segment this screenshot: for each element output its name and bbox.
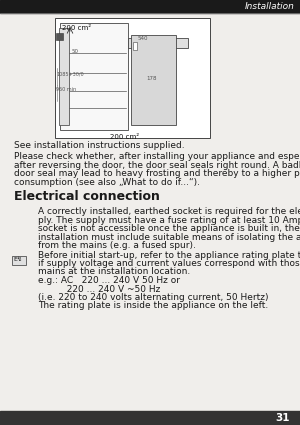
Bar	[133, 42, 137, 50]
Text: socket is not accessible once the appliance is built in, the electrical: socket is not accessible once the applia…	[38, 224, 300, 233]
Bar	[0, 411, 300, 425]
Bar	[12, 255, 26, 264]
Bar	[56, 33, 63, 40]
Text: 200 cm²: 200 cm²	[62, 25, 91, 31]
Text: if supply voltage and current values correspond with those of the: if supply voltage and current values cor…	[38, 259, 300, 268]
Text: E↯: E↯	[13, 257, 22, 261]
Text: A correctly installed, earthed socket is required for the electrical sup-: A correctly installed, earthed socket is…	[38, 207, 300, 216]
Bar	[0, 0, 300, 13]
Text: 31: 31	[275, 413, 290, 423]
Text: 960 min: 960 min	[56, 87, 76, 92]
Bar	[60, 23, 128, 130]
Bar	[59, 28, 69, 125]
Text: 50: 50	[72, 49, 79, 54]
Bar	[128, 38, 188, 48]
Text: See installation instructions supplied.: See installation instructions supplied.	[14, 141, 184, 150]
Text: installation must include suitable means of isolating the appliance: installation must include suitable means…	[38, 232, 300, 241]
Text: 1085+30/0: 1085+30/0	[56, 71, 84, 76]
Text: mains at the installation location.: mains at the installation location.	[38, 267, 190, 277]
Text: after reversing the door, the door seal seals right round. A badly fitting: after reversing the door, the door seal …	[14, 161, 300, 170]
Text: Before initial start-up, refer to the appliance rating plate to ascertain: Before initial start-up, refer to the ap…	[38, 250, 300, 260]
Text: consumption (see also „What to do if...“).: consumption (see also „What to do if...“…	[14, 178, 200, 187]
Bar	[131, 35, 176, 125]
Text: ply. The supply must have a fuse rating of at least 10 Amps. If the: ply. The supply must have a fuse rating …	[38, 215, 300, 224]
Text: Installation: Installation	[245, 2, 295, 11]
Text: Electrical connection: Electrical connection	[14, 190, 160, 203]
Text: 540: 540	[138, 36, 148, 41]
Text: (i.e. 220 to 240 volts alternating current, 50 Hertz): (i.e. 220 to 240 volts alternating curre…	[38, 293, 268, 302]
Text: Please check whether, after installing your appliance and especially: Please check whether, after installing y…	[14, 152, 300, 161]
Text: 220 ... 240 V ~50 Hz: 220 ... 240 V ~50 Hz	[38, 284, 160, 294]
Text: e.g.: AC   220 ... 240 V 50 Hz or: e.g.: AC 220 ... 240 V 50 Hz or	[38, 276, 180, 285]
Text: door seal may lead to heavy frosting and thereby to a higher power: door seal may lead to heavy frosting and…	[14, 169, 300, 178]
Text: 178: 178	[146, 76, 157, 81]
Bar	[55, 18, 210, 138]
Text: from the mains (e.g. a fused spur).: from the mains (e.g. a fused spur).	[38, 241, 196, 250]
Text: The rating plate is inside the appliance on the left.: The rating plate is inside the appliance…	[38, 301, 268, 311]
Text: 200 cm²: 200 cm²	[110, 134, 139, 140]
